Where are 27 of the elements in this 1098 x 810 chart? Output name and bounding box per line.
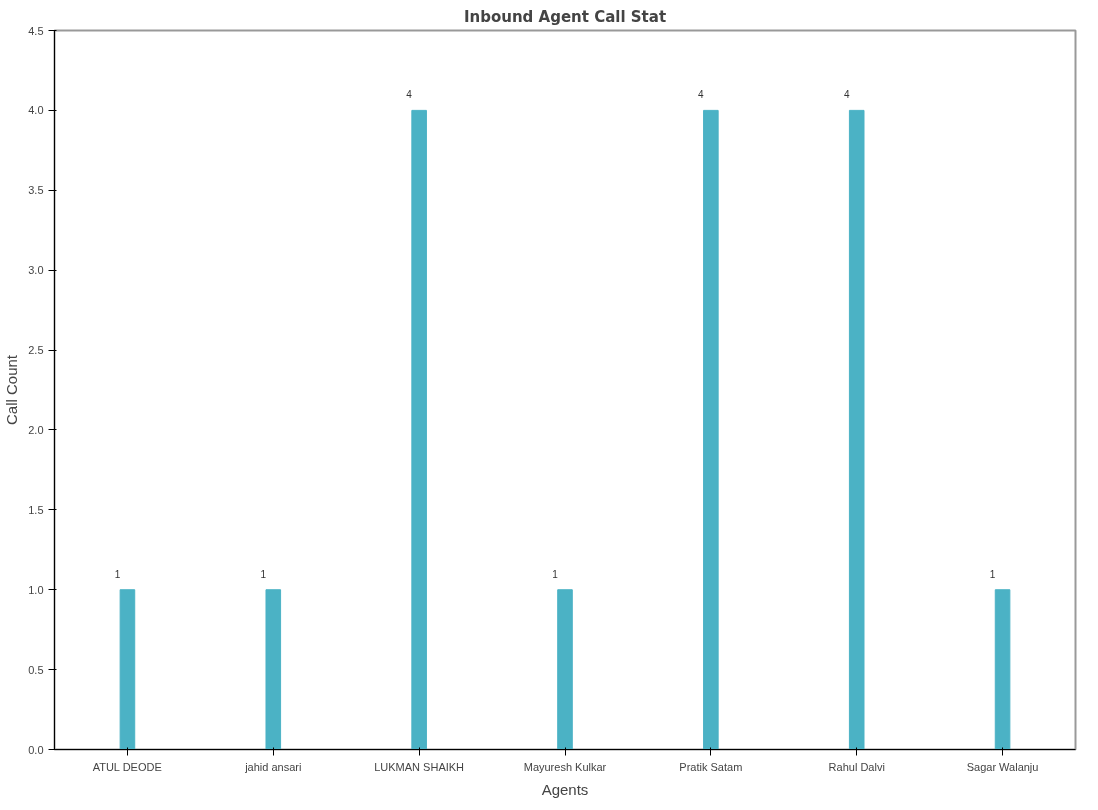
data-label: 1 xyxy=(260,568,267,580)
y-tick-label: 2.0 xyxy=(28,423,44,436)
data-label: 4 xyxy=(406,89,413,101)
y-tick-label: 2.5 xyxy=(28,344,44,357)
x-axis-title: Agents xyxy=(541,780,589,798)
y-tick-label: 1.0 xyxy=(28,583,44,596)
chart-title: Inbound Agent Call Stat xyxy=(463,7,667,26)
y-tick-label: 0.5 xyxy=(28,663,44,676)
data-label: 1 xyxy=(989,568,996,580)
data-label: 4 xyxy=(843,89,850,101)
x-tick-label: Mayuresh Kulkar xyxy=(523,760,607,773)
data-label: 1 xyxy=(552,568,559,580)
x-tick-label: Sagar Walanju xyxy=(966,760,1039,773)
y-tick-label: 3.5 xyxy=(28,184,44,197)
y-tick-label: 4.0 xyxy=(28,104,44,117)
x-tick-label: ATUL DEODE xyxy=(92,760,162,773)
y-axis-title: Call Count xyxy=(3,354,21,426)
x-tick-label: jahid ansari xyxy=(244,760,302,773)
y-tick-label: 3.0 xyxy=(28,264,44,277)
y-tick-label: 0.0 xyxy=(28,743,44,756)
y-tick-label: 4.5 xyxy=(28,24,44,37)
data-label: 1 xyxy=(114,568,121,580)
y-tick-label: 1.5 xyxy=(28,503,44,516)
x-tick-label: Pratik Satam xyxy=(679,760,743,773)
data-label: 4 xyxy=(698,89,705,101)
x-tick-label: LUKMAN SHAIKH xyxy=(374,760,465,773)
x-tick-label: Rahul Dalvi xyxy=(828,760,885,773)
